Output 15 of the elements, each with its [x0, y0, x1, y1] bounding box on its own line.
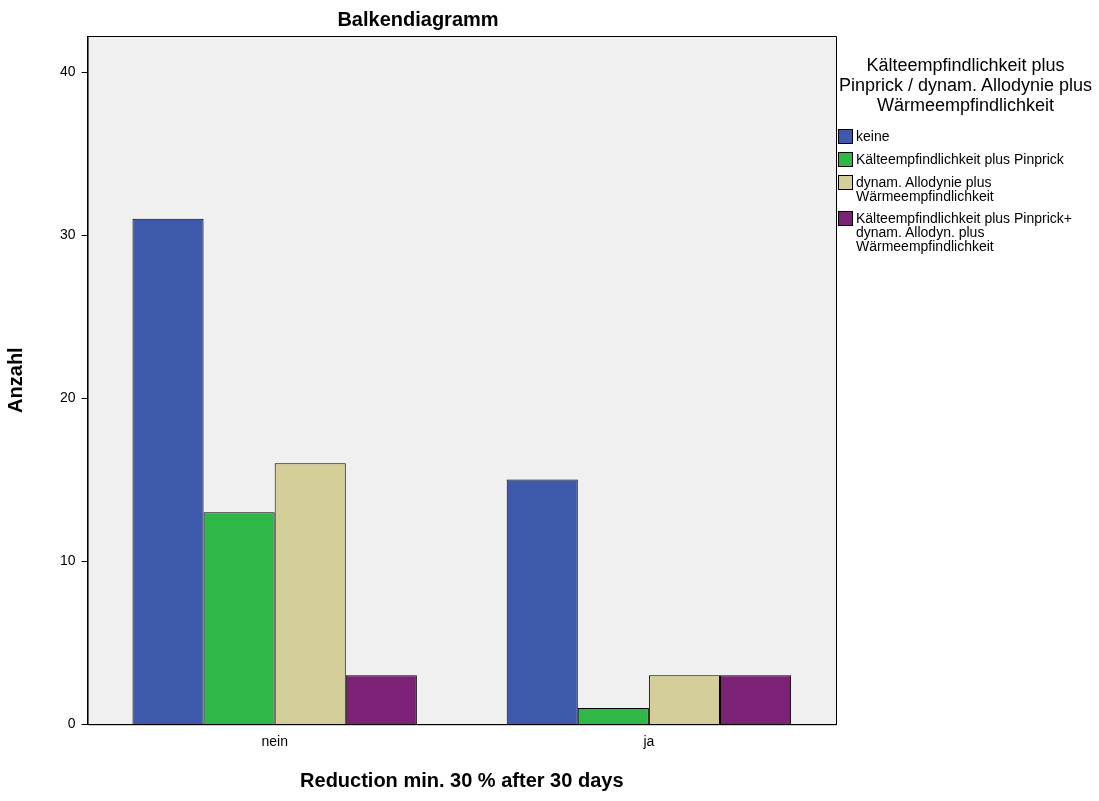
- y-tick-label: 40: [59, 62, 76, 79]
- y-tick-label: 30: [59, 225, 76, 242]
- legend-label: dynam. Allodynie plus Wärmeempfindlichkeit: [856, 174, 995, 204]
- legend-title: Kälteempfindlichkeit plus Pinprick / dynam. Allodynie plus Wärmeempfindlichkeit: [838, 55, 1093, 115]
- legend-label: Kälteempfindlichkeit plus Pinprick: [856, 151, 1064, 167]
- x-tick-label: nein: [261, 733, 288, 750]
- y-tick-label: 20: [59, 388, 76, 405]
- chart-title: Balkendiagramm: [337, 7, 499, 30]
- legend-label: Kälteempfindlichkeit plus Pinprick+ dynam. Allodyn. plus Wärmeempfindlichkeit: [856, 210, 1073, 254]
- y-axis-title: Anzahl: [3, 347, 26, 413]
- legend-label: keine: [856, 128, 890, 144]
- x-tick-label: ja: [642, 733, 655, 750]
- x-axis-title: Reduction min. 30 % after 30 days: [300, 768, 624, 791]
- y-tick-label: 10: [59, 551, 76, 568]
- y-tick-label: 0: [67, 715, 76, 732]
